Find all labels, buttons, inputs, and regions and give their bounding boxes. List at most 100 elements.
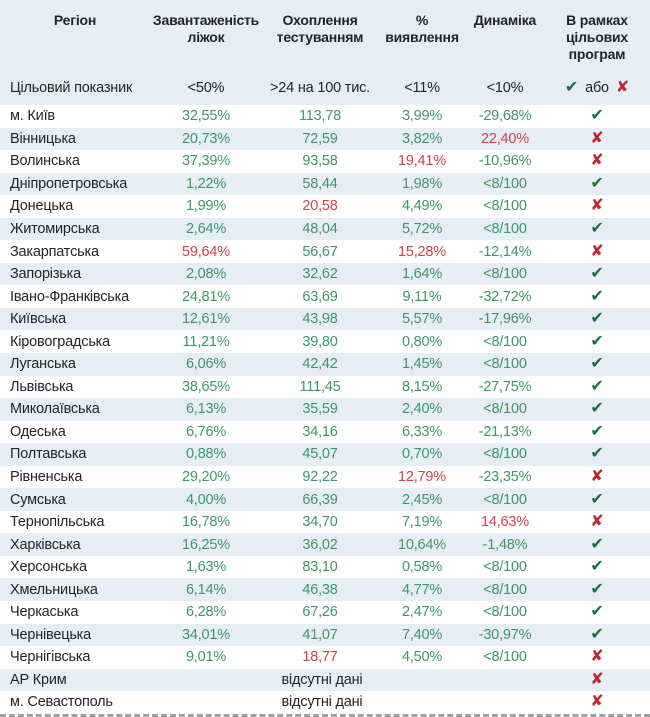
testing-coverage-cell: 34,16 [302, 423, 338, 440]
target-indicator-row: Цільовий показник <50% >24 на 100 тис. <… [0, 70, 650, 105]
col-header-dynamics: Динаміка [473, 12, 537, 28]
check-icon: ✔ [590, 625, 604, 643]
target-testing-coverage-value: >24 на 100 тис. [270, 79, 370, 96]
testing-coverage-cell: 42,42 [302, 356, 338, 373]
bed-occupancy-cell: 2,64% [185, 221, 227, 237]
testing-coverage-cell: 92,22 [302, 469, 338, 486]
region-name-cell: Сумська [10, 491, 66, 508]
program-status-cell: ✘ [544, 671, 650, 688]
testing-coverage-cell: 66,39 [302, 491, 338, 508]
bed-occupancy-cell: 1,99% [185, 198, 227, 215]
bed-occupancy-cell: 12,61% [182, 311, 230, 328]
dynamics-cell: -12,14% [478, 243, 532, 260]
col-header-target-programs: В рамках цільових програм [566, 12, 628, 62]
region-name-cell: Волинська [10, 153, 80, 170]
program-status-cell: ✘ [544, 649, 650, 665]
detection-rate-cell: 3,82% [401, 130, 443, 147]
bed-occupancy-cell: 37,39% [182, 153, 230, 170]
testing-coverage-cell: 41,07 [302, 626, 338, 643]
program-status-cell: ✔ [544, 580, 650, 598]
table-row: Хмельницька 6,14% 46,38 4,77% <8/100 ✔ [0, 578, 650, 602]
cross-icon: ✘ [590, 242, 604, 260]
program-status-cell: ✘ [544, 130, 650, 147]
table-row: Житомирська 2,64% 48,04 5,72% <8/100 ✔ [0, 217, 650, 241]
region-name-cell: Київська [10, 311, 67, 328]
table-row: Дніпропетровська 1,22% 58,44 1,98% <8/100 ✔ [0, 172, 650, 196]
region-name-cell: Вінницька [10, 130, 76, 147]
dynamics-cell: <8/100 [483, 446, 527, 463]
dynamics-cell: -10,96% [478, 153, 532, 170]
detection-rate-cell: 5,72% [401, 221, 443, 237]
dynamics-cell: <8/100 [483, 221, 527, 237]
check-icon: ✔ [590, 310, 604, 328]
dynamics-cell: <8/100 [483, 559, 527, 576]
check-icon: ✔ [590, 580, 604, 598]
dynamics-cell: <8/100 [483, 175, 527, 192]
region-name-cell: Тернопільська [10, 514, 105, 531]
dynamics-cell: -17,96% [478, 311, 532, 328]
bed-occupancy-cell: 16,25% [182, 536, 230, 553]
testing-coverage-cell: 72,59 [302, 130, 338, 147]
testing-coverage-cell: 67,26 [302, 604, 338, 621]
region-name-cell: Рівненська [10, 469, 83, 486]
region-name-cell: Полтавська [10, 446, 87, 463]
dynamics-cell: -27,75% [478, 378, 532, 395]
region-name-cell: м. Київ [10, 108, 55, 125]
table-row: Черкаська 6,28% 67,26 2,47% <8/100 ✔ [0, 601, 650, 624]
dynamics-cell: <8/100 [483, 649, 527, 666]
program-status-cell: ✔ [544, 221, 650, 237]
detection-rate-cell: 5,57% [401, 311, 443, 328]
cross-icon: ✘ [590, 468, 604, 486]
bed-occupancy-cell: 9,01% [185, 649, 227, 666]
bed-occupancy-cell: 6,14% [185, 581, 227, 598]
check-icon: ✔ [590, 558, 604, 576]
bed-occupancy-cell: 29,20% [182, 469, 230, 486]
table-row: м. Севастополь відсутні дані ✘ [0, 691, 650, 714]
table-row: Чернігівська 9,01% 18,77 4,50% <8/100 ✘ [0, 646, 650, 669]
cross-icon: ✘ [590, 693, 604, 711]
detection-rate-cell: 4,50% [401, 649, 443, 666]
bed-occupancy-cell: 16,78% [182, 514, 230, 531]
check-icon: ✔ [590, 535, 604, 553]
program-status-cell: ✔ [544, 423, 650, 440]
region-name-cell: Львівська [10, 378, 74, 395]
col-header-region: Регіон [53, 12, 97, 28]
testing-coverage-cell: 45,07 [302, 446, 338, 463]
table-row: Закарпатська 59,64% 56,67 15,28% -12,14% ✘ [0, 240, 650, 263]
table-body: м. Київ 32,55% 113,78 3,99% -29,68% ✔ Вінницьк… [0, 105, 650, 714]
region-name-cell: Донецька [10, 198, 74, 215]
table-row: Херсонська 1,63% 83,10 0,58% <8/100 ✔ [0, 556, 650, 579]
bed-occupancy-cell: 0,88% [185, 446, 227, 463]
program-status-cell: ✔ [544, 401, 650, 417]
cross-icon: ✘ [615, 78, 630, 96]
bed-occupancy-cell: 1,63% [185, 559, 227, 576]
detection-rate-cell: 2,45% [401, 491, 443, 508]
bed-occupancy-cell: 38,65% [182, 378, 230, 395]
check-icon: ✔ [590, 332, 604, 350]
region-name-cell: АР Крим [10, 671, 67, 688]
dynamics-cell: 14,63% [481, 514, 529, 531]
table-row: Чернівецька 34,01% 41,07 7,40% -30,97% ✔ [0, 623, 650, 647]
program-status-cell: ✔ [544, 377, 650, 395]
table-row: Донецька 1,99% 20,58 4,49% <8/100 ✘ [0, 195, 650, 218]
dynamics-cell: <8/100 [483, 333, 527, 350]
testing-coverage-cell: 58,44 [302, 175, 338, 192]
check-icon: ✔ [590, 445, 604, 463]
check-icon: ✔ [590, 377, 604, 395]
bed-occupancy-cell: 34,01% [182, 626, 230, 643]
table-row: Київська 12,61% 43,98 5,57% -17,96% ✔ [0, 307, 650, 331]
dynamics-cell: -30,97% [478, 626, 532, 643]
testing-coverage-cell: 83,10 [302, 559, 338, 576]
bed-occupancy-cell: 2,08% [185, 266, 227, 283]
region-name-cell: Івано-Франківська [10, 288, 129, 305]
detection-rate-cell: 0,70% [401, 446, 443, 463]
program-status-cell: ✔ [544, 356, 650, 372]
detection-rate-cell: 10,64% [398, 536, 446, 553]
check-icon: ✔ [590, 287, 604, 305]
detection-rate-cell: 8,15% [401, 378, 443, 395]
col-header-testing-coverage: Охоплення тестуванням [276, 12, 364, 45]
testing-coverage-cell: 56,67 [302, 243, 338, 260]
dynamics-cell: <8/100 [483, 401, 527, 418]
region-name-cell: Херсонська [10, 559, 87, 576]
detection-rate-cell: 7,19% [401, 514, 443, 531]
